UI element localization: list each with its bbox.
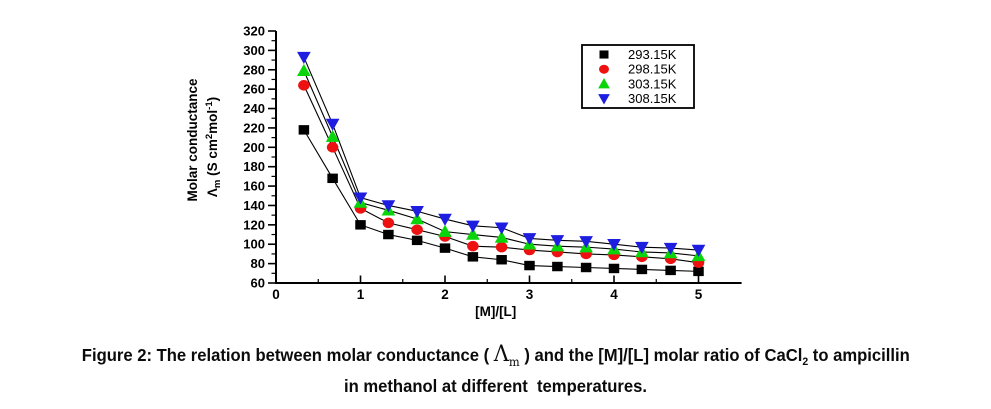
caption-line-1: Figure 2: The relation between molar con… [0, 341, 991, 372]
y-tick-label: 320 [243, 24, 265, 39]
figure-caption: Figure 2: The relation between molar con… [0, 341, 991, 400]
x-tick-label: 3 [526, 287, 534, 302]
legend-label: 298.15K [628, 62, 677, 77]
caption-text: to ampicillin [807, 345, 910, 365]
data-point-293.15K [636, 264, 648, 275]
data-point-293.15K [580, 262, 592, 273]
y-tick-label: 140 [243, 198, 265, 213]
y-tick-label: 260 [243, 82, 265, 97]
caption-line-2: in methanol at different temperatures. [0, 372, 991, 400]
data-point-293.15K [355, 220, 366, 230]
legend-symbol-square [599, 50, 609, 59]
y-tick-label: 100 [243, 237, 265, 252]
y-tick-label: 160 [243, 179, 265, 194]
data-point-303.15K [325, 129, 340, 142]
data-point-308.15K [466, 220, 480, 233]
x-tick-label: 2 [441, 287, 449, 302]
data-point-308.15K [353, 192, 368, 205]
data-point-303.15K [494, 230, 509, 243]
data-point-298.15K [467, 240, 479, 252]
y-tick-label: 120 [243, 217, 265, 232]
caption-text: Figure 2: The relation between molar con… [81, 345, 494, 365]
data-point-303.15K [410, 212, 424, 225]
data-point-308.15K [635, 241, 649, 254]
legend-symbol-triangle-up [598, 78, 610, 89]
data-point-293.15K [608, 263, 620, 274]
y-tick-label: 300 [243, 43, 265, 58]
data-point-303.15K [438, 224, 452, 237]
y-tick-label: 80 [251, 256, 265, 271]
data-point-293.15K [552, 261, 563, 272]
x-tick-label: 1 [357, 287, 365, 302]
data-point-308.15K [691, 244, 706, 257]
data-point-293.15K [496, 255, 507, 265]
lambda-subscript: m [508, 355, 520, 369]
y-tick-label: 60 [251, 276, 265, 291]
x-tick-label: 5 [695, 287, 703, 302]
data-point-308.15K [325, 118, 340, 131]
data-point-308.15K [607, 238, 621, 252]
y-tick-label: 200 [243, 140, 265, 155]
data-point-293.15K [524, 260, 535, 271]
caption-text: ) and the [M]/[L] molar ratio of CaCl [519, 345, 803, 365]
x-tick-label: 0 [272, 287, 280, 302]
y-axis-title-line1: Molar conductance [185, 78, 200, 202]
data-point-308.15K [494, 222, 509, 235]
data-point-298.15K [382, 217, 395, 229]
subscript: 2 [802, 356, 808, 368]
x-axis-title: [M]/[L] [475, 304, 516, 319]
legend-label: 303.15K [628, 76, 677, 91]
legend-symbol-circle [599, 64, 609, 74]
data-point-303.15K [297, 63, 311, 76]
data-point-308.15K [438, 213, 452, 226]
data-point-293.15K [467, 252, 479, 262]
y-tick-label: 280 [243, 62, 265, 77]
data-point-298.15K [495, 241, 508, 253]
data-point-303.15K [466, 227, 480, 240]
data-point-308.15K [297, 51, 311, 64]
y-axis-title-line2: Λm​ (S cm2​mol-1​) [204, 97, 223, 197]
data-point-308.15K [410, 206, 424, 219]
data-point-293.15K [665, 265, 676, 276]
data-point-298.15K [326, 142, 339, 153]
data-point-293.15K [693, 266, 704, 277]
caption-line-2-text: in methanol at different temperatures. [343, 376, 647, 396]
lambda-symbol: Λ [493, 342, 509, 367]
data-point-308.15K [522, 233, 537, 246]
data-point-308.15K [550, 235, 565, 248]
y-tick-label: 180 [243, 159, 265, 174]
data-point-293.15K [411, 235, 423, 246]
data-point-298.15K [298, 80, 310, 91]
data-point-293.15K [383, 229, 394, 240]
legend-label: 293.15K [628, 47, 677, 62]
y-tick-label: 220 [243, 120, 265, 135]
y-tick-label: 240 [243, 101, 265, 116]
data-point-308.15K [381, 200, 396, 213]
molar-conductance-chart: 6080100120140160180200220240260280300320… [185, 24, 742, 319]
data-point-308.15K [579, 236, 593, 249]
x-tick-label: 4 [610, 287, 618, 302]
legend-label: 308.15K [628, 91, 677, 106]
data-point-298.15K [411, 224, 423, 235]
data-point-293.15K [298, 125, 310, 135]
data-point-308.15K [663, 242, 678, 255]
data-point-293.15K [439, 243, 451, 253]
legend-symbol-triangle-down [598, 94, 610, 105]
data-point-293.15K [327, 173, 338, 184]
